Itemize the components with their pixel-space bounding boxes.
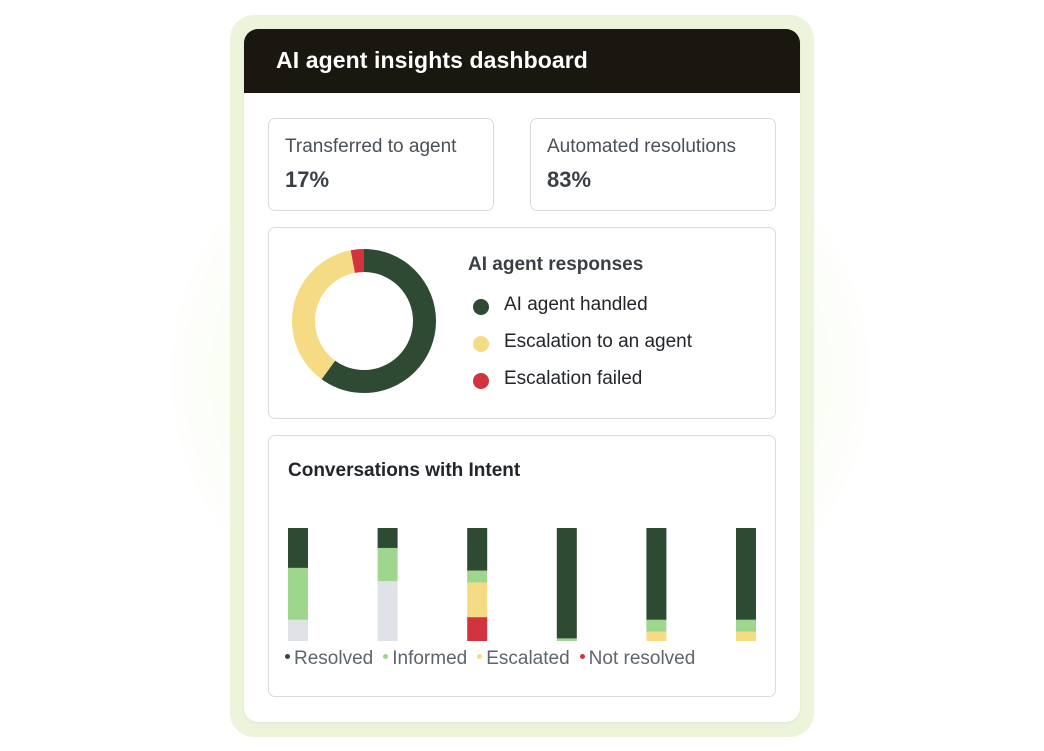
legend-label: AI agent handled bbox=[504, 294, 648, 315]
legend-dot-icon bbox=[473, 299, 489, 315]
bar-segment-other-1 bbox=[288, 619, 308, 641]
bar-segment-not-resolved-3 bbox=[467, 617, 488, 641]
legend-label: Escalation failed bbox=[504, 368, 643, 389]
bar-segment-other-2 bbox=[377, 581, 398, 641]
legend-dot-icon bbox=[579, 654, 585, 660]
intent-title: Conversations with Intent bbox=[288, 460, 521, 481]
intent-stacked-bar-chart bbox=[288, 528, 756, 641]
bar-segment-informed-5 bbox=[646, 619, 667, 632]
bar-segment-informed-6 bbox=[736, 619, 756, 632]
legend-label: Escalated bbox=[486, 648, 570, 669]
bar-segment-escalated-5 bbox=[646, 631, 667, 641]
donut-slice-escalation-to-an-agent bbox=[292, 249, 436, 393]
stat-value-transferred: 17% bbox=[285, 167, 330, 192]
legend-label: Resolved bbox=[294, 648, 374, 669]
stat-value-automated: 83% bbox=[547, 167, 592, 192]
bar-segment-escalated-6 bbox=[736, 631, 756, 641]
legend-item-escalated: Escalated bbox=[477, 648, 570, 670]
legend-label: Escalation to an agent bbox=[504, 331, 693, 352]
bar-segment-resolved-5 bbox=[646, 528, 667, 620]
bar-segment-informed-3 bbox=[467, 570, 488, 583]
legend-label: Informed bbox=[392, 648, 468, 669]
dashboard-card: AI agent insights dashboard Transferred … bbox=[244, 29, 800, 722]
stat-card-automated[interactable]: Automated resolutions 83% bbox=[530, 118, 776, 211]
stat-card-transferred[interactable]: Transferred to agent 17% bbox=[268, 118, 494, 211]
responses-donut-chart bbox=[292, 249, 436, 393]
dashboard-title: AI agent insights dashboard bbox=[276, 47, 588, 73]
dashboard-header: AI agent insights dashboard bbox=[244, 29, 800, 93]
legend-item-informed: Informed bbox=[383, 648, 467, 670]
legend-dot-icon bbox=[473, 336, 489, 352]
legend-item-resolved: Resolved bbox=[285, 648, 373, 670]
bar-segment-resolved-1 bbox=[288, 528, 308, 568]
legend-label: Not resolved bbox=[588, 648, 696, 669]
legend-dot-icon bbox=[473, 373, 489, 389]
legend-item-not-resolved: Not resolved bbox=[579, 648, 696, 670]
bar-segment-escalated-3 bbox=[467, 582, 488, 618]
intent-legend: Resolved Informed Escalated Not resolved bbox=[285, 648, 705, 670]
intent-panel: Conversations with Intent Resolved Inform… bbox=[268, 435, 776, 697]
stat-label-transferred: Transferred to agent bbox=[285, 136, 457, 157]
responses-panel: AI agent responses AI agent handled Esca… bbox=[268, 227, 776, 419]
bar-segment-informed-1 bbox=[288, 567, 308, 620]
bar-segment-informed-4 bbox=[556, 638, 577, 641]
bar-segment-informed-2 bbox=[377, 547, 398, 582]
stat-label-automated: Automated resolutions bbox=[547, 136, 737, 157]
responses-title: AI agent responses bbox=[468, 254, 644, 275]
donut-slice-escalation-failed bbox=[292, 249, 436, 393]
legend-dot-icon bbox=[477, 654, 483, 660]
bar-segment-resolved-2 bbox=[377, 528, 398, 548]
bar-segment-resolved-4 bbox=[556, 528, 577, 639]
bar-segment-resolved-6 bbox=[736, 528, 756, 620]
bar-segment-resolved-3 bbox=[467, 528, 488, 571]
legend-dot-icon bbox=[285, 654, 290, 660]
legend-dot-icon bbox=[383, 654, 389, 660]
